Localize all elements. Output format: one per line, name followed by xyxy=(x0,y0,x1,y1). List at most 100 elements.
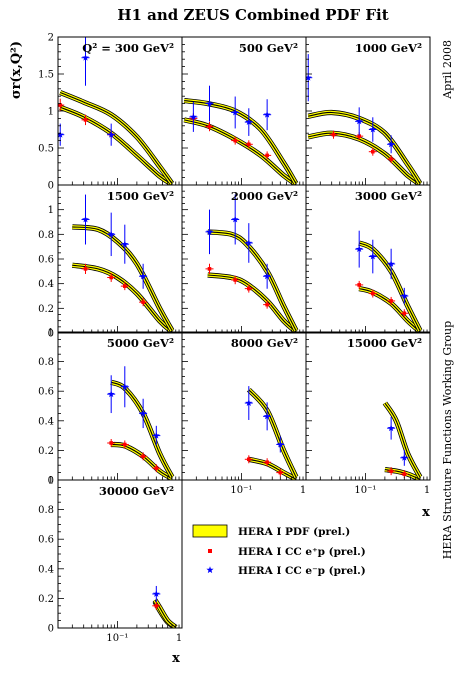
fit-eplus-central-line xyxy=(72,264,173,333)
eminus-marker xyxy=(189,113,197,120)
chart-title: H1 and ZEUS Combined PDF Fit xyxy=(117,6,388,24)
eplus-marker xyxy=(389,157,393,161)
x-tick-label: 10⁻¹ xyxy=(106,633,128,644)
eplus-point xyxy=(263,151,272,160)
eplus-point xyxy=(263,300,272,309)
panel-1000: 1000 GeV² xyxy=(305,36,431,186)
eminus-point xyxy=(244,108,253,136)
panel-q2-label: 3000 GeV² xyxy=(355,189,422,203)
panel-plot-area xyxy=(107,366,175,480)
fit-eminus-band-outline xyxy=(358,240,423,332)
eplus-marker xyxy=(109,275,113,280)
panel-500: 500 GeV² xyxy=(181,36,307,186)
panel-plot-area xyxy=(355,230,423,333)
panel-q2-label: 2000 GeV² xyxy=(231,189,298,203)
eplus-marker xyxy=(122,284,127,288)
eminus-point xyxy=(58,123,65,146)
panel-plot-area xyxy=(152,585,178,628)
eminus-marker xyxy=(139,272,147,280)
eminus-point xyxy=(263,263,272,289)
eplus-marker xyxy=(83,118,88,122)
eplus-point xyxy=(58,98,65,112)
eplus-point xyxy=(387,155,396,164)
x-tick-label: 1 xyxy=(176,633,182,644)
eplus-point xyxy=(400,309,409,318)
eplus-point xyxy=(355,280,364,289)
eplus-marker xyxy=(370,149,375,154)
panel-8000: 10⁻¹ 1 8000 GeV² xyxy=(181,331,307,496)
y-tick-label: 0.6 xyxy=(38,387,54,398)
eplus-point xyxy=(276,468,285,477)
eplus-point xyxy=(244,284,253,293)
eminus-marker xyxy=(58,131,64,138)
eplus-point xyxy=(139,298,148,307)
fit-eminus-central-line xyxy=(248,389,297,478)
panels-group: 0 0.5 1 1.5 2 Q² = 300 GeV² 500 GeV² 1000 GeV² 0… xyxy=(38,33,431,644)
eminus-point xyxy=(387,416,396,440)
eplus-point xyxy=(152,464,161,473)
eplus-marker xyxy=(357,134,361,138)
x-axis-label: x xyxy=(422,505,430,520)
eplus-point xyxy=(152,601,161,610)
y-tick-label: 0.2 xyxy=(38,594,54,605)
x-tick-label: 10⁻¹ xyxy=(354,485,376,496)
panel-plot-area xyxy=(382,401,423,480)
eminus-point xyxy=(387,248,396,280)
legend-band-label: HERA I PDF (prel.) xyxy=(238,526,350,538)
eplus-marker xyxy=(233,278,237,282)
panel-q2-label: 1000 GeV² xyxy=(355,41,422,55)
eminus-point xyxy=(231,96,240,129)
eminus-marker xyxy=(152,432,160,439)
eplus-point xyxy=(205,121,214,132)
fit-eminus-band xyxy=(110,380,174,478)
eminus-point xyxy=(120,224,129,264)
fit-eplus-central-line xyxy=(248,458,297,480)
eminus-point xyxy=(263,402,272,431)
panel-plot-area xyxy=(205,194,299,333)
eplus-marker xyxy=(154,466,159,470)
eplus-point xyxy=(205,263,214,274)
eminus-marker xyxy=(121,383,129,390)
y-tick-label: 1 xyxy=(48,328,54,339)
x-tick-label: 1 xyxy=(424,485,430,496)
eplus-point xyxy=(139,452,148,461)
eminus-point xyxy=(400,287,409,305)
eplus-point xyxy=(231,136,240,145)
y-tick-label: 0.6 xyxy=(38,535,54,546)
eminus-marker xyxy=(107,390,115,398)
fit-eplus-central-line xyxy=(308,132,421,185)
eminus-point xyxy=(306,54,313,102)
y-tick-label: 0 xyxy=(48,624,54,635)
eminus-point xyxy=(263,99,272,131)
eplus-marker xyxy=(370,291,375,296)
eminus-marker xyxy=(276,440,284,448)
y-tick-label: 0 xyxy=(48,476,54,487)
eplus-point xyxy=(263,458,272,467)
eminus-marker xyxy=(400,292,408,299)
eminus-point xyxy=(244,386,253,420)
eminus-point xyxy=(152,425,161,446)
eplus-marker xyxy=(141,454,145,459)
fit-eminus-central-line xyxy=(207,231,297,331)
y-tick-label: 2 xyxy=(48,33,54,44)
eminus-point xyxy=(368,239,377,274)
eminus-marker xyxy=(107,230,115,238)
eplus-point xyxy=(387,467,396,476)
eplus-point xyxy=(244,140,253,149)
y-tick-label: 0 xyxy=(48,181,54,192)
eminus-marker xyxy=(139,409,147,417)
y-tick-label: 0.8 xyxy=(38,357,54,368)
y-tick-label: 1 xyxy=(48,107,54,118)
eminus-marker xyxy=(355,245,363,252)
panel-plot-area xyxy=(183,85,299,185)
eplus-marker xyxy=(154,604,159,608)
y-tick-label: 0 xyxy=(48,329,54,340)
y-tick-label: 1.5 xyxy=(38,70,54,81)
panel-plot-area xyxy=(306,54,423,185)
eminus-marker xyxy=(152,590,160,597)
eplus-marker xyxy=(141,300,145,304)
eminus-point xyxy=(139,263,148,289)
panel-q2-label: 5000 GeV² xyxy=(107,336,174,350)
legend-eminus-marker xyxy=(206,566,214,574)
